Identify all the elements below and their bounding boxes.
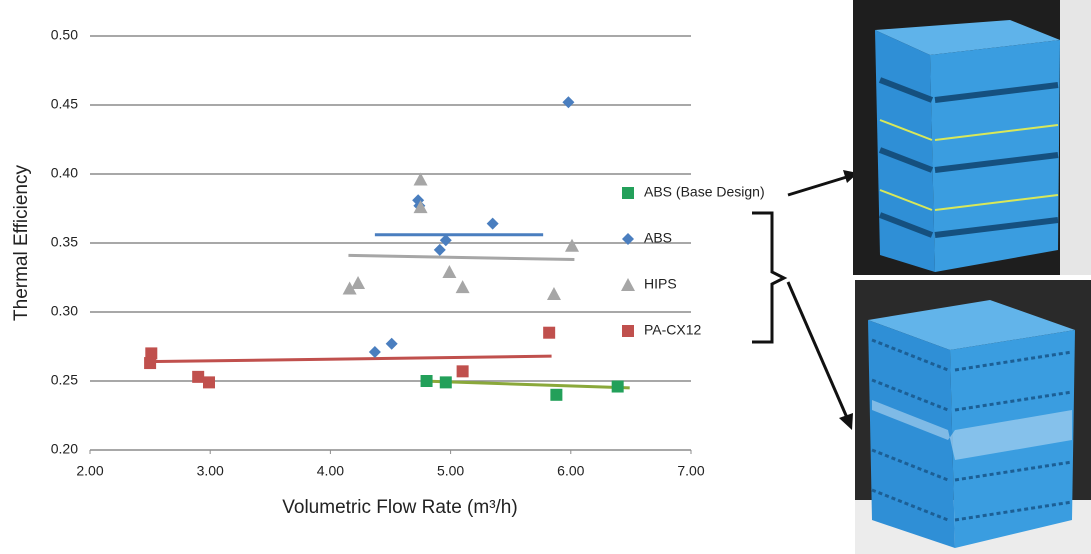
arrow [787,174,851,197]
trend-line [421,379,630,390]
data-point [413,172,428,186]
data-point [413,200,428,214]
x-tick-label: 7.00 [677,463,704,479]
data-point [385,337,398,350]
arrow [786,281,850,421]
x-tick-label: 4.00 [317,463,344,479]
x-axis-label: Volumetric Flow Rate (m³/h) [282,497,517,518]
data-point [543,326,556,339]
y-tick-label: 0.45 [51,96,78,112]
trend-line [146,354,552,364]
data-point [546,287,561,301]
x-tick-label: 6.00 [557,463,584,479]
legend-marker [622,233,634,245]
chart: 0.20 0.25 0.30 0.35 0.40 0.45 0.50 2.00 3.00 4.00… [51,27,765,479]
legend-marker [622,325,634,337]
photo-bottom [855,280,1091,554]
y-tick-label: 0.30 [51,303,78,319]
legend-label: ABS (Base Design) [644,184,765,200]
data-point [368,346,381,359]
data-point [455,280,470,294]
photo-top [853,0,1091,275]
data-point [486,217,499,230]
data-point [420,375,433,387]
data-point [562,96,575,109]
y-tick-label: 0.25 [51,372,78,388]
legend-label: PA-CX12 [644,322,702,338]
data-point [144,357,157,370]
data-point [342,281,357,295]
y-tick-label: 0.50 [51,27,78,43]
data-point [565,238,580,252]
legend-label: ABS [644,230,672,246]
y-tick-label: 0.40 [51,165,78,181]
y-tick-label: 0.35 [51,234,78,250]
data-point [439,234,452,247]
data-point [433,243,446,256]
data-point [456,365,469,378]
x-tick-label: 5.00 [437,463,464,479]
x-tick-label: 2.00 [76,463,103,479]
data-point [192,370,205,383]
y-axis-label: Thermal Efficiency [11,165,32,321]
data-point [145,347,158,360]
data-point [202,376,215,389]
bracket [752,211,788,344]
data-point [351,276,366,290]
data-point [439,376,452,389]
x-tick-label: 3.00 [197,463,224,479]
data-point [611,380,624,393]
data-point [442,264,457,278]
legend-marker [621,278,635,291]
legend-marker [622,187,634,199]
arrow-head [839,413,853,430]
y-tick-label: 0.20 [51,441,78,457]
trend-line [348,253,575,262]
data-point [550,388,563,401]
legend-label: HIPS [644,276,677,292]
